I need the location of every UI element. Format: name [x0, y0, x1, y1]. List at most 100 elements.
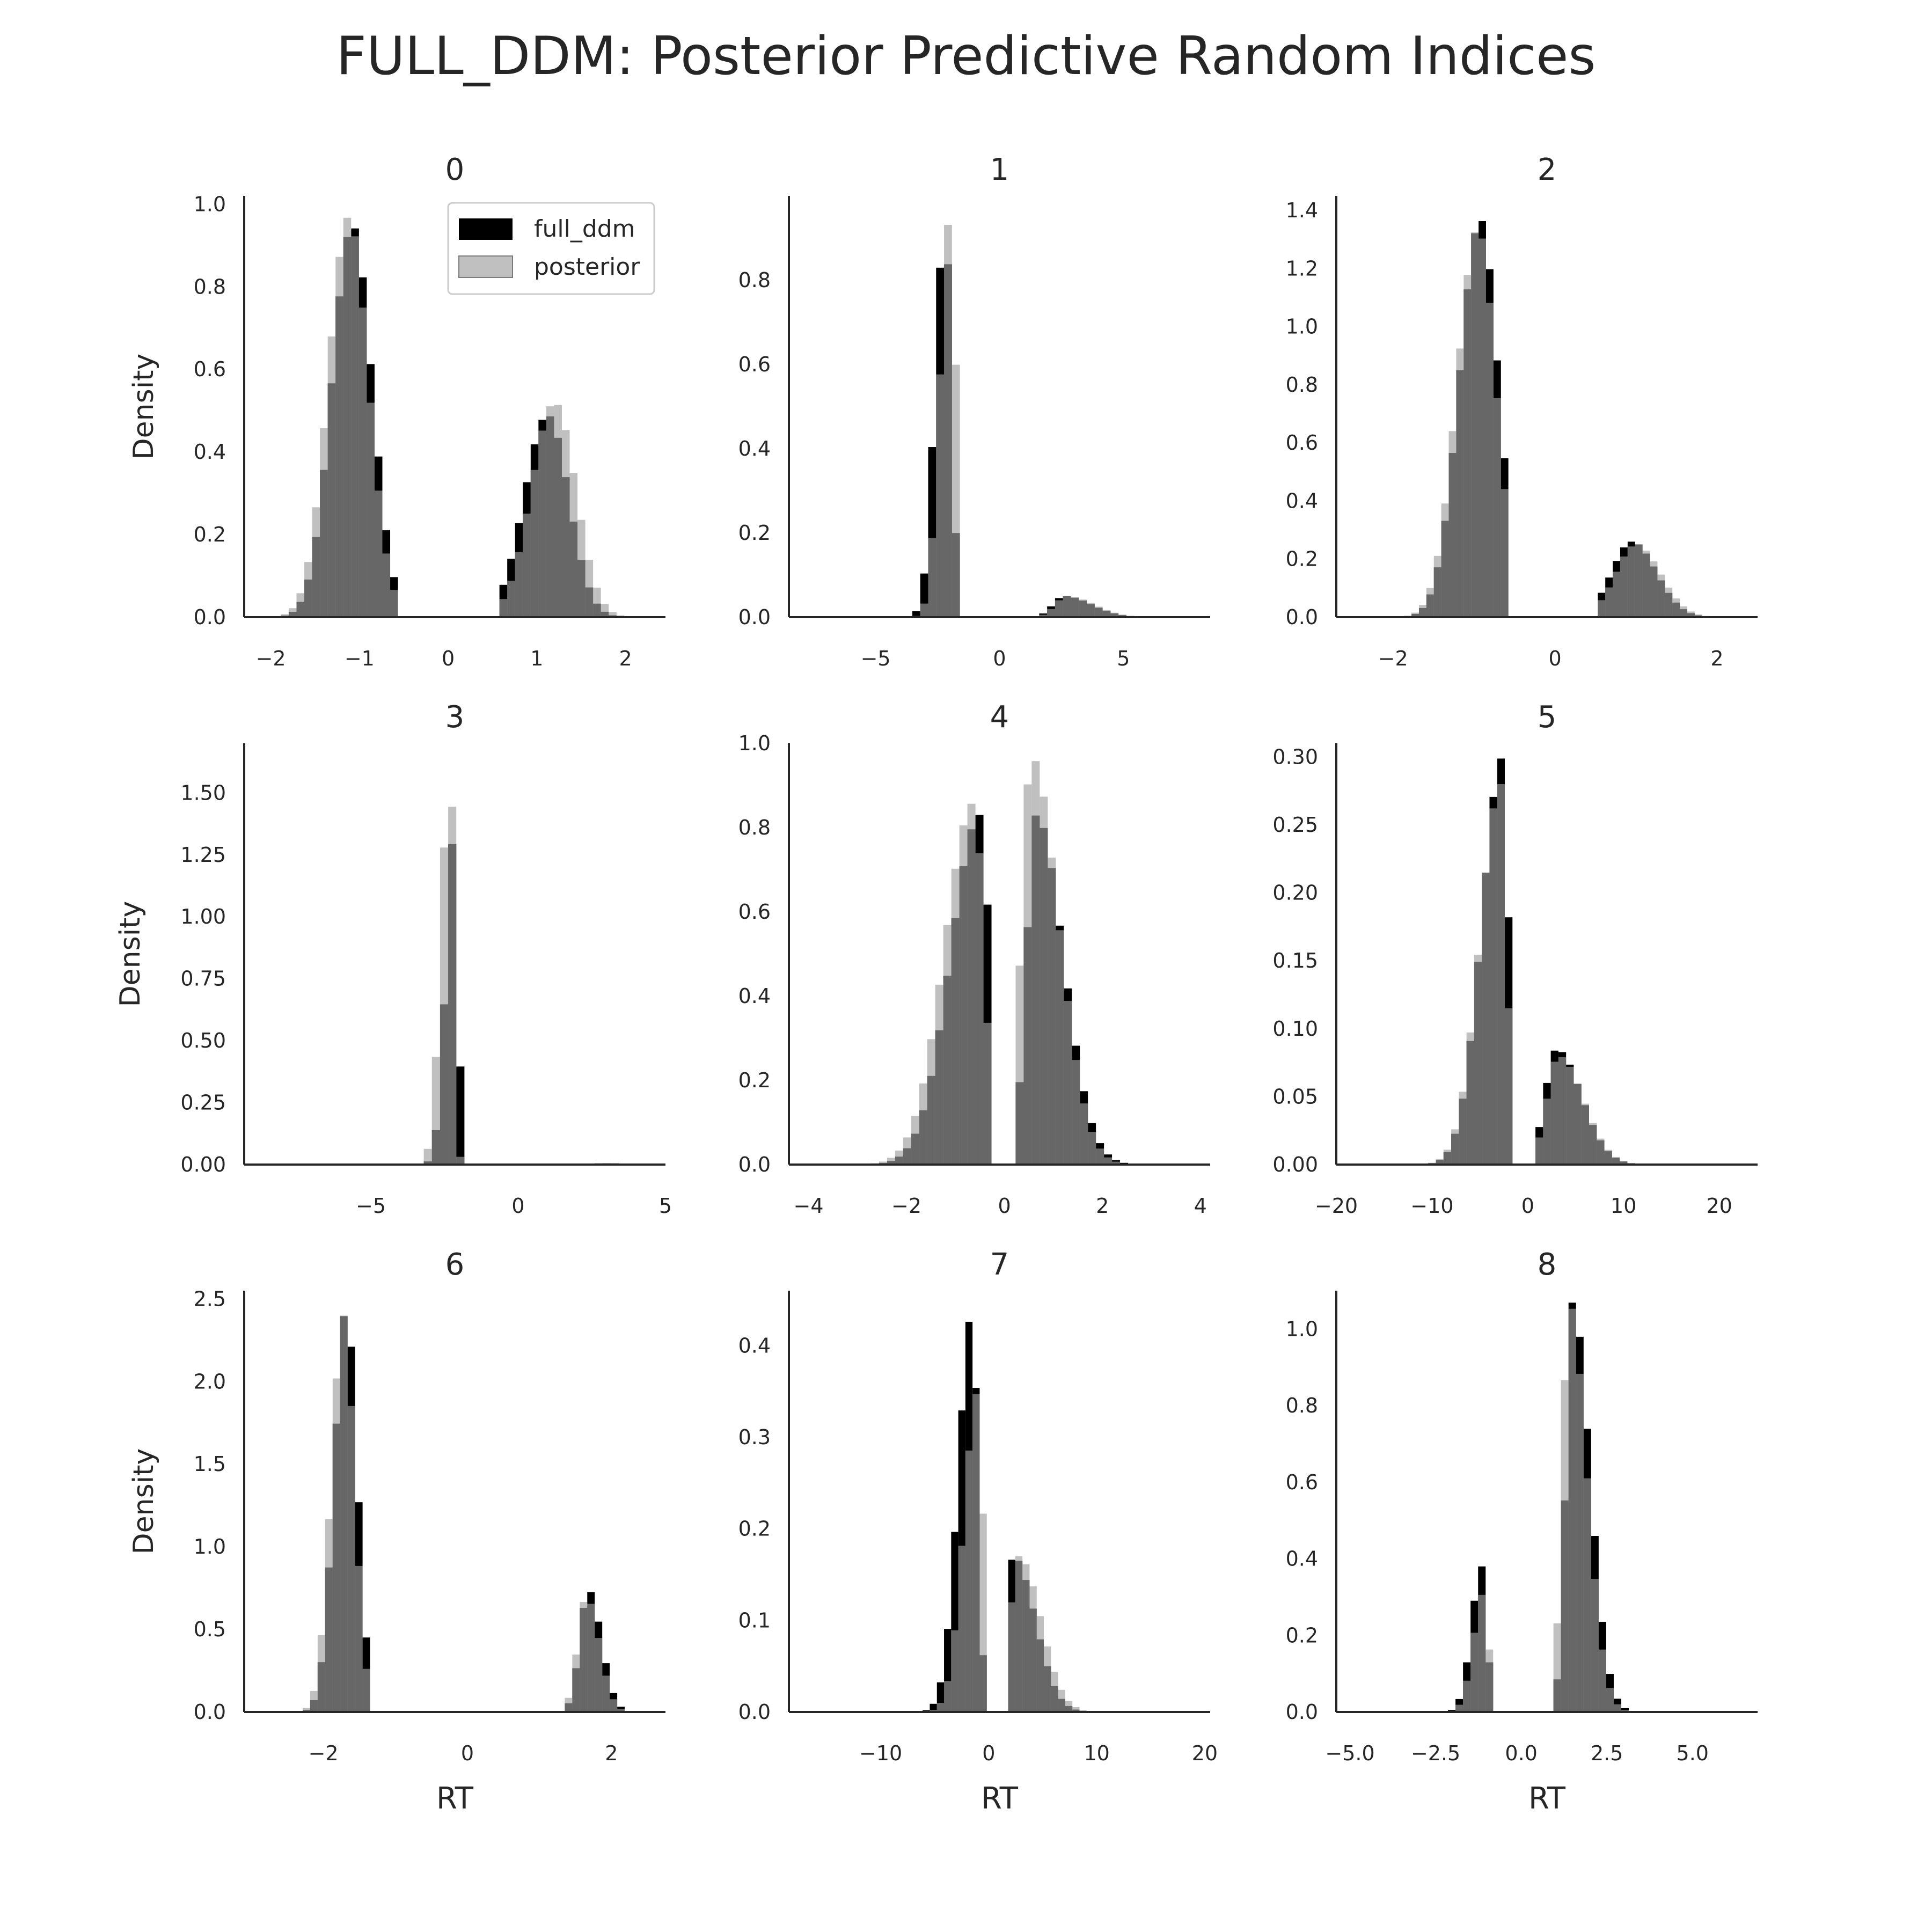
panel-title: 7 — [990, 1247, 1009, 1282]
histogram-bar — [1612, 1157, 1620, 1165]
series-posterior — [896, 225, 1198, 617]
histogram-bar — [347, 1406, 355, 1712]
y-tick-label: 0.8 — [738, 816, 771, 839]
histogram-bar — [304, 562, 312, 617]
histogram-bar — [958, 1546, 965, 1712]
histogram-bar — [577, 519, 586, 617]
panel-3: −5 0 5 0.00 0.25 0.50 0.75 1.00 1.25 1.50 3 Density — [114, 700, 672, 1218]
x-tick-label: 0 — [1549, 647, 1562, 670]
histogram-bar — [1039, 614, 1048, 617]
histogram-bar — [1589, 1123, 1597, 1165]
x-tick-label: 0 — [998, 1194, 1011, 1218]
histogram-bar — [1071, 597, 1079, 617]
x-tick-label: 5 — [1117, 647, 1130, 670]
histogram-bar — [1456, 348, 1464, 617]
histogram-bar — [288, 608, 297, 617]
histogram-bar — [1471, 232, 1479, 617]
histogram-bar — [1591, 1579, 1599, 1712]
histogram-bar — [423, 1148, 432, 1165]
histogram-bar — [1044, 1646, 1051, 1712]
panel-0: −2 −1 0 1 2 0.0 0.2 0.4 0.6 0.8 1.0 0 Density full_dd… — [128, 152, 665, 670]
x-tick-label: 2 — [1096, 1194, 1109, 1218]
histogram-bar — [1455, 1704, 1463, 1712]
x-tick-label: 1 — [530, 647, 543, 670]
histogram-bar — [1550, 1062, 1558, 1165]
histogram-bar — [959, 825, 968, 1165]
y-tick-label: 1.0 — [194, 1535, 226, 1558]
y-tick-label: 0.00 — [1272, 1153, 1318, 1176]
histogram-bar — [1680, 606, 1687, 617]
x-axis-label: RT — [436, 1781, 474, 1816]
x-tick-label: −20 — [1315, 1194, 1358, 1218]
x-tick-label: −2 — [1378, 647, 1408, 670]
y-tick-label: 1.0 — [194, 192, 226, 216]
histogram-bar — [515, 552, 523, 617]
y-tick-label: 0.0 — [738, 605, 771, 629]
y-tick-label: 0.25 — [1272, 813, 1318, 837]
series-posterior — [399, 807, 660, 1165]
histogram-bar — [1620, 1161, 1628, 1165]
y-tick-label: 0.15 — [1272, 949, 1318, 972]
histogram-bar — [944, 1681, 952, 1712]
histogram-bar — [895, 1150, 903, 1165]
histogram-bar — [1022, 1564, 1030, 1712]
x-tick-label: 20 — [1192, 1741, 1218, 1765]
histogram-bar — [1574, 1084, 1582, 1165]
histogram-bar — [1493, 398, 1501, 617]
y-tick-label: 2.5 — [194, 1287, 226, 1311]
histogram-bar — [343, 217, 352, 617]
panel-6: −2 0 2 0.0 0.5 1.0 1.5 2.0 2.5 6 Density RT — [128, 1247, 665, 1816]
series-posterior — [807, 761, 1184, 1165]
histogram-bar — [1627, 546, 1635, 617]
y-tick-label: 0.00 — [180, 1153, 226, 1176]
y-tick-label: 0.6 — [1286, 431, 1318, 455]
x-tick-label: 10 — [1611, 1194, 1636, 1218]
histogram-bar — [951, 1630, 958, 1712]
histogram-bar — [1597, 1138, 1605, 1165]
histogram-bar — [302, 1708, 310, 1712]
histogram-bar — [382, 553, 391, 617]
histogram-bar — [499, 599, 508, 617]
histogram-bar — [1501, 489, 1509, 617]
histogram-bar — [879, 1161, 887, 1165]
y-tick-label: 0.0 — [194, 605, 226, 629]
histogram-bar — [601, 604, 609, 617]
panel-title: 5 — [1538, 700, 1557, 735]
histogram-bar — [358, 308, 367, 617]
histogram-bar — [1088, 1132, 1096, 1165]
histogram-bar — [1672, 598, 1680, 617]
histogram-bar — [1443, 1150, 1452, 1165]
y-tick-label: 0.6 — [738, 900, 771, 924]
histogram-bar — [507, 581, 515, 617]
x-tick-label: 0.0 — [1505, 1741, 1537, 1765]
y-tick-label: 0.2 — [1286, 547, 1318, 571]
x-tick-label: 0 — [1521, 1194, 1534, 1218]
histogram-bar — [593, 587, 601, 617]
legend-label-full-ddm: full_ddm — [534, 215, 635, 243]
series-posterior — [1382, 784, 1689, 1165]
histogram-bar — [1048, 857, 1056, 1165]
y-tick-label: 0.50 — [180, 1029, 226, 1052]
histogram-bar — [617, 1709, 625, 1712]
y-tick-label: 0.0 — [194, 1700, 226, 1724]
x-tick-label: 0 — [511, 1194, 524, 1218]
series-posterior — [257, 217, 648, 617]
histogram-bar — [1056, 930, 1064, 1165]
series-full_ddm — [1425, 1302, 1667, 1712]
histogram-bar — [1642, 551, 1650, 617]
histogram-bar — [1561, 1380, 1569, 1712]
histogram-bar — [920, 603, 928, 617]
panel-title: 6 — [445, 1247, 465, 1282]
histogram-bar — [546, 406, 554, 617]
y-tick-label: 0.4 — [1286, 489, 1318, 513]
panel-5: −20 −10 0 10 20 0.00 0.05 0.10 0.15 0.20 0.25 0.30 5 — [1272, 700, 1758, 1218]
y-tick-label: 0.2 — [738, 1069, 771, 1092]
histogram-bar — [561, 430, 570, 617]
histogram-bar — [903, 1137, 911, 1165]
histogram-bar — [1466, 1032, 1474, 1165]
histogram-bar — [1694, 614, 1702, 617]
histogram-bar — [919, 1083, 927, 1165]
legend: full_ddm posterior — [447, 202, 655, 295]
histogram-bar — [312, 507, 320, 617]
x-tick-label: 5.0 — [1677, 1741, 1709, 1765]
